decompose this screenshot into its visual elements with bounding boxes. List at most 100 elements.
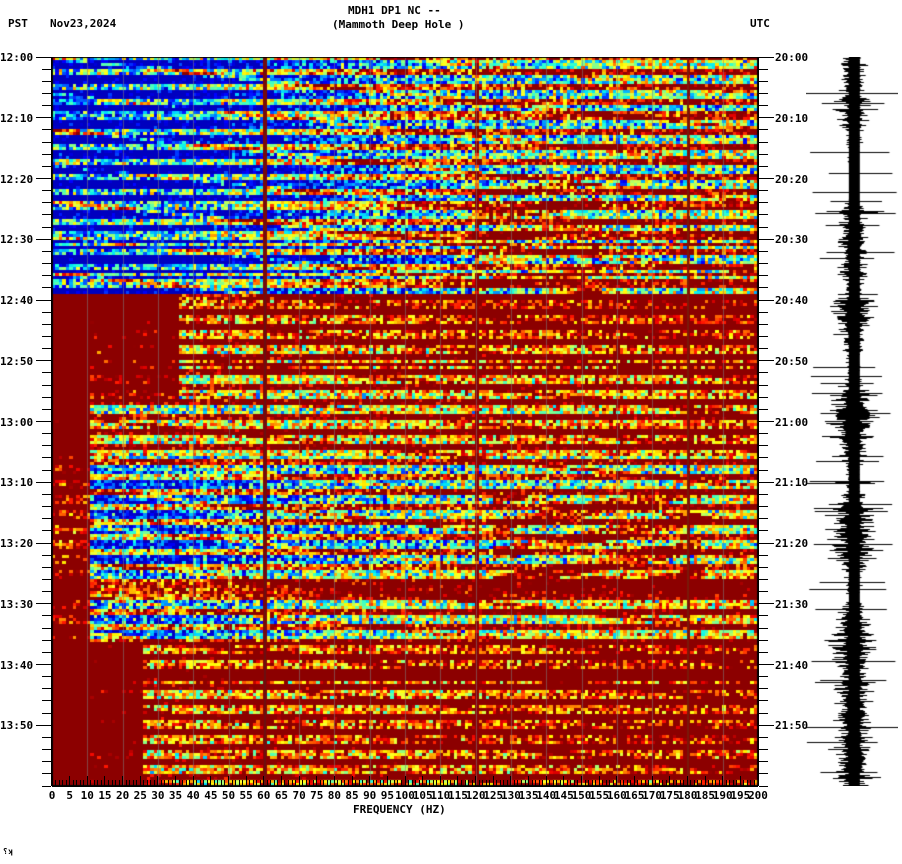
frequency-tick-minor xyxy=(55,780,57,786)
time-tick-minor-left xyxy=(42,68,51,70)
frequency-tick-minor xyxy=(397,780,399,786)
frequency-tick-minor xyxy=(238,780,240,786)
frequency-label: 95 xyxy=(380,789,394,802)
time-tick-minor-left xyxy=(42,408,51,410)
frequency-tick-minor xyxy=(143,780,145,786)
time-tick-minor-left xyxy=(42,773,51,775)
time-tick-minor-left xyxy=(42,105,51,107)
time-tick-major-right xyxy=(759,603,774,605)
time-tick-major-left xyxy=(36,299,51,301)
frequency-tick-minor xyxy=(464,780,466,786)
time-tick-minor-right xyxy=(759,335,768,337)
frequency-label: 60 xyxy=(257,789,271,802)
frequency-tick-minor xyxy=(478,780,480,786)
frequency-tick-minor xyxy=(538,780,540,786)
frequency-tick-minor xyxy=(556,780,558,786)
time-label-right: 21:40 xyxy=(775,658,809,672)
time-tick-minor-left xyxy=(42,263,51,265)
time-tick-major-right xyxy=(759,299,774,301)
frequency-tick-minor xyxy=(584,780,586,786)
frequency-tick-minor xyxy=(76,780,78,786)
frequency-tick-minor xyxy=(302,780,304,786)
frequency-tick-minor xyxy=(358,780,360,786)
frequency-tick-minor xyxy=(160,780,162,786)
time-label-right: 20:40 xyxy=(775,294,809,307)
frequency-label: 20 xyxy=(115,789,130,802)
time-tick-minor-right xyxy=(759,700,768,702)
frequency-tick-major xyxy=(545,776,547,786)
time-tick-major-left xyxy=(36,603,51,605)
frequency-tick-minor xyxy=(637,780,639,786)
frequency-label: 145 xyxy=(553,789,574,802)
frequency-tick-minor xyxy=(330,780,332,786)
frequency-tick-minor xyxy=(570,780,572,786)
corner-artifact-mark: ⸮ʞ xyxy=(3,847,13,856)
frequency-tick-minor xyxy=(542,780,544,786)
frequency-tick-minor xyxy=(288,780,289,786)
frequency-tick-minor xyxy=(453,780,455,786)
frequency-label: 175 xyxy=(659,789,680,802)
frequency-tick-minor xyxy=(429,780,431,786)
frequency-tick-minor xyxy=(588,780,590,786)
time-tick-major-right xyxy=(759,421,774,422)
frequency-label: 5 xyxy=(66,789,73,802)
time-label-left: 12:20 xyxy=(0,172,34,186)
time-tick-minor-left xyxy=(42,372,51,374)
seismogram-trace xyxy=(806,57,898,786)
frequency-tick-major xyxy=(280,776,282,786)
frequency-tick-minor xyxy=(115,780,117,786)
frequency-tick-major xyxy=(651,776,653,786)
time-tick-minor-right xyxy=(759,554,768,556)
time-tick-major-right xyxy=(759,238,774,240)
time-tick-minor-right xyxy=(759,785,768,787)
time-tick-minor-left xyxy=(42,785,51,787)
time-tick-minor-right xyxy=(759,129,768,131)
time-tick-minor-left xyxy=(42,250,51,252)
frequency-tick-minor xyxy=(732,780,734,786)
time-label-left: 12:40 xyxy=(0,294,34,307)
time-tick-minor-left xyxy=(42,530,51,532)
time-tick-minor-right xyxy=(759,323,768,325)
frequency-tick-minor xyxy=(376,780,378,786)
frequency-label: 0 xyxy=(48,789,56,802)
time-axis-left: 12:00 12:10 12:20 12:30 12:40 12:50 13:00 13:10… xyxy=(0,0,52,864)
frequency-tick-minor xyxy=(612,780,614,786)
time-tick-minor-right xyxy=(759,202,768,204)
frequency-tick-minor xyxy=(736,780,738,786)
frequency-label: 200 xyxy=(748,789,768,802)
frequency-label: 80 xyxy=(327,789,342,802)
time-tick-minor-left xyxy=(42,202,51,204)
time-tick-minor-left xyxy=(42,384,51,386)
frequency-label: 125 xyxy=(483,789,504,802)
time-tick-minor-right xyxy=(759,530,768,532)
time-tick-minor-left xyxy=(42,457,51,459)
frequency-label: 110 xyxy=(430,789,451,802)
frequency-tick-major xyxy=(86,776,88,786)
time-tick-minor-right xyxy=(759,773,768,775)
frequency-tick-minor xyxy=(100,780,102,786)
frequency-tick-minor xyxy=(319,780,321,786)
time-tick-major-left xyxy=(36,238,51,240)
frequency-tick-minor xyxy=(496,780,498,786)
frequency-tick-minor xyxy=(153,780,155,786)
frequency-tick-minor xyxy=(641,780,642,786)
time-tick-minor-right xyxy=(759,80,768,82)
frequency-tick-minor xyxy=(344,780,346,786)
frequency-tick-minor xyxy=(217,780,219,786)
time-tick-major-left xyxy=(36,664,51,665)
time-tick-minor-left xyxy=(42,226,51,228)
frequency-tick-minor xyxy=(446,780,448,786)
time-tick-minor-right xyxy=(759,141,768,143)
frequency-tick-major xyxy=(510,776,512,786)
frequency-tick-minor xyxy=(171,780,173,786)
frequency-tick-minor xyxy=(482,780,484,786)
time-label-left: 12:50 xyxy=(0,354,34,368)
frequency-tick-minor xyxy=(535,780,537,786)
frequency-tick-minor xyxy=(305,780,307,786)
frequency-tick-minor xyxy=(277,780,279,786)
time-tick-major-left xyxy=(36,178,51,179)
date-label: Nov23,2024 xyxy=(50,17,117,30)
frequency-tick-minor xyxy=(499,780,501,786)
frequency-tick-major xyxy=(704,776,706,786)
time-tick-minor-right xyxy=(759,591,768,593)
